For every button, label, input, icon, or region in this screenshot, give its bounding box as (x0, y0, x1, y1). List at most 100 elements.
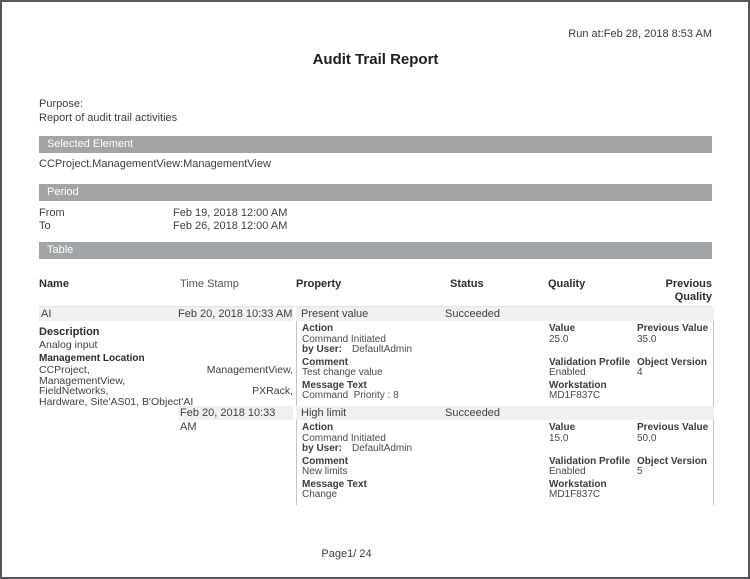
detail-row-action: Action Command Initiated by User: Default… (297, 323, 713, 356)
selected-element-section-bar: Selected Element (39, 136, 712, 153)
value-label: Value (549, 323, 576, 334)
period-from-value: Feb 19, 2018 12:00 AM (173, 207, 288, 219)
row-description-block: Description Analog input Management Loca… (39, 325, 293, 407)
entry-property: Present value (301, 308, 369, 320)
purpose-label: Purpose: (39, 98, 84, 110)
property-column: Present value Succeeded Action Command I… (296, 307, 714, 505)
comment-value: Test change value (302, 367, 383, 378)
page-number: Page1/ 24 (321, 548, 372, 560)
column-header-quality: Quality (548, 278, 586, 290)
comment-value: New limits (302, 466, 348, 477)
value-cell: Value 25.0 (549, 323, 637, 356)
comment-cell: Comment New limits (297, 455, 549, 478)
action-cell: Action Command Initiated by User: Default… (297, 323, 549, 356)
by-user-line: by User: DefaultAdmin (302, 344, 549, 356)
previous-value: 35.0 (637, 333, 657, 345)
column-header-name: Name (39, 278, 69, 290)
previous-value-cell: Previous Value 50.0 (637, 422, 713, 455)
action-cell: Action Command Initiated by User: Default… (297, 422, 549, 455)
management-location-line: CCProject, ManagementView, (39, 364, 293, 376)
period-from-label: From (39, 207, 65, 219)
by-user-value: DefaultAdmin (352, 344, 413, 355)
row-name: AI (41, 308, 52, 320)
table-row: AI Feb 20, 2018 10:33 AM (39, 307, 293, 321)
workstation-cell: Workstation MD1F837C (549, 478, 637, 501)
message-text-value: Change (302, 489, 338, 500)
previous-value-label: Previous Value (637, 323, 709, 334)
validation-profile-value: Enabled (549, 466, 586, 477)
by-user-line: by User: DefaultAdmin (302, 443, 549, 455)
run-at-timestamp: Run at:Feb 28, 2018 8:53 AM (568, 28, 712, 40)
detail-row-comment: Comment New limits Validation Profile En… (297, 455, 713, 478)
message-text-value: Command Priority : 8 (302, 390, 399, 401)
management-location-line: FieldNetworks, PXRack, (39, 385, 293, 397)
empty-cell (637, 480, 713, 501)
detail-row-message: Message Text Command Priority : 8 Workst… (297, 379, 713, 402)
action-value: Command Initiated (302, 333, 386, 345)
workstation-value: MD1F837C (549, 390, 601, 401)
name-column: AI Feb 20, 2018 10:33 AM Description Ana… (39, 307, 293, 407)
by-user-label: by User: (302, 344, 343, 355)
message-text-cell: Message Text Change (297, 478, 549, 501)
entry-status: Succeeded (445, 308, 501, 320)
previous-value-cell: Previous Value 35.0 (637, 323, 713, 356)
object-version-label: Object Version (637, 356, 708, 368)
message-text-label: Message Text (302, 478, 367, 490)
value-label: Value (549, 422, 576, 433)
column-header-status: Status (450, 278, 484, 290)
property-row: Present value Succeeded (296, 307, 714, 321)
entry-detail-box: Action Command Initiated by User: Default… (296, 420, 714, 505)
entry-status: Succeeded (445, 407, 501, 419)
validation-profile-label: Validation Profile (549, 356, 631, 368)
by-user-value: DefaultAdmin (352, 443, 413, 454)
detail-row-action: Action Command Initiated by User: Default… (297, 422, 713, 455)
value: 25.0 (549, 333, 569, 345)
column-header-previous-quality: Previous Quality (665, 278, 712, 303)
action-label: Action (302, 323, 334, 334)
action-label: Action (302, 422, 334, 433)
object-version-cell: Object Version 5 (637, 455, 713, 478)
table-body: AI Feb 20, 2018 10:33 AM Description Ana… (39, 307, 714, 506)
table-header-row: Name Time Stamp Property Status Quality … (39, 278, 712, 307)
value-cell: Value 15.0 (549, 422, 637, 455)
period-to-label: To (39, 220, 51, 232)
object-version-label: Object Version (637, 455, 708, 467)
purpose-text: Report of audit trail activities (39, 112, 178, 124)
validation-profile-label: Validation Profile (549, 455, 631, 467)
comment-cell: Comment Test change value (297, 357, 549, 379)
workstation-label: Workstation (549, 379, 607, 391)
entry-time-stamp: Feb 20, 2018 10:33 AM (178, 406, 293, 433)
validation-profile-cell: Validation Profile Enabled (549, 356, 637, 379)
object-version-cell: Object Version 4 (637, 356, 713, 379)
detail-row-comment: Comment Test change value Validation Pro… (297, 356, 713, 379)
report-title: Audit Trail Report (312, 51, 439, 68)
action-value: Command Initiated (302, 432, 386, 444)
period-from-row: From Feb 19, 2018 12:00 AM (39, 207, 712, 220)
previous-value: 50.0 (637, 432, 657, 444)
validation-profile-cell: Validation Profile Enabled (549, 455, 637, 478)
value: 15.0 (549, 432, 569, 444)
purpose-section: Purpose: Report of audit trail activitie… (39, 97, 712, 125)
workstation-cell: Workstation MD1F837C (549, 379, 637, 402)
workstation-value: MD1F837C (549, 489, 601, 500)
empty-cell (637, 381, 713, 402)
report-content: Run at:Feb 28, 2018 8:53 AM Audit Trail … (2, 2, 748, 561)
property-row: High limit Succeeded (296, 406, 714, 420)
by-user-label: by User: (302, 443, 343, 454)
previous-value-label: Previous Value (637, 422, 709, 433)
detail-row-message: Message Text Change Workstation MD1F837C (297, 478, 713, 501)
comment-label: Comment (302, 455, 349, 467)
entry-property: High limit (301, 407, 347, 419)
workstation-label: Workstation (549, 478, 607, 490)
row-time-stamp: Feb 20, 2018 10:33 AM (178, 308, 293, 320)
column-header-time-stamp: Time Stamp (180, 278, 239, 290)
object-version-value: 5 (637, 466, 643, 477)
table-section-bar: Table (39, 242, 712, 259)
entry-detail-box: Action Command Initiated by User: Default… (296, 321, 714, 406)
period-section-bar: Period (39, 184, 712, 201)
column-header-property: Property (296, 278, 342, 290)
period-to-row: To Feb 26, 2018 12:00 AM (39, 220, 712, 233)
selected-element-value: CCProject.ManagementView:ManagementView (39, 158, 271, 170)
management-location-label: Management Location (39, 353, 145, 364)
